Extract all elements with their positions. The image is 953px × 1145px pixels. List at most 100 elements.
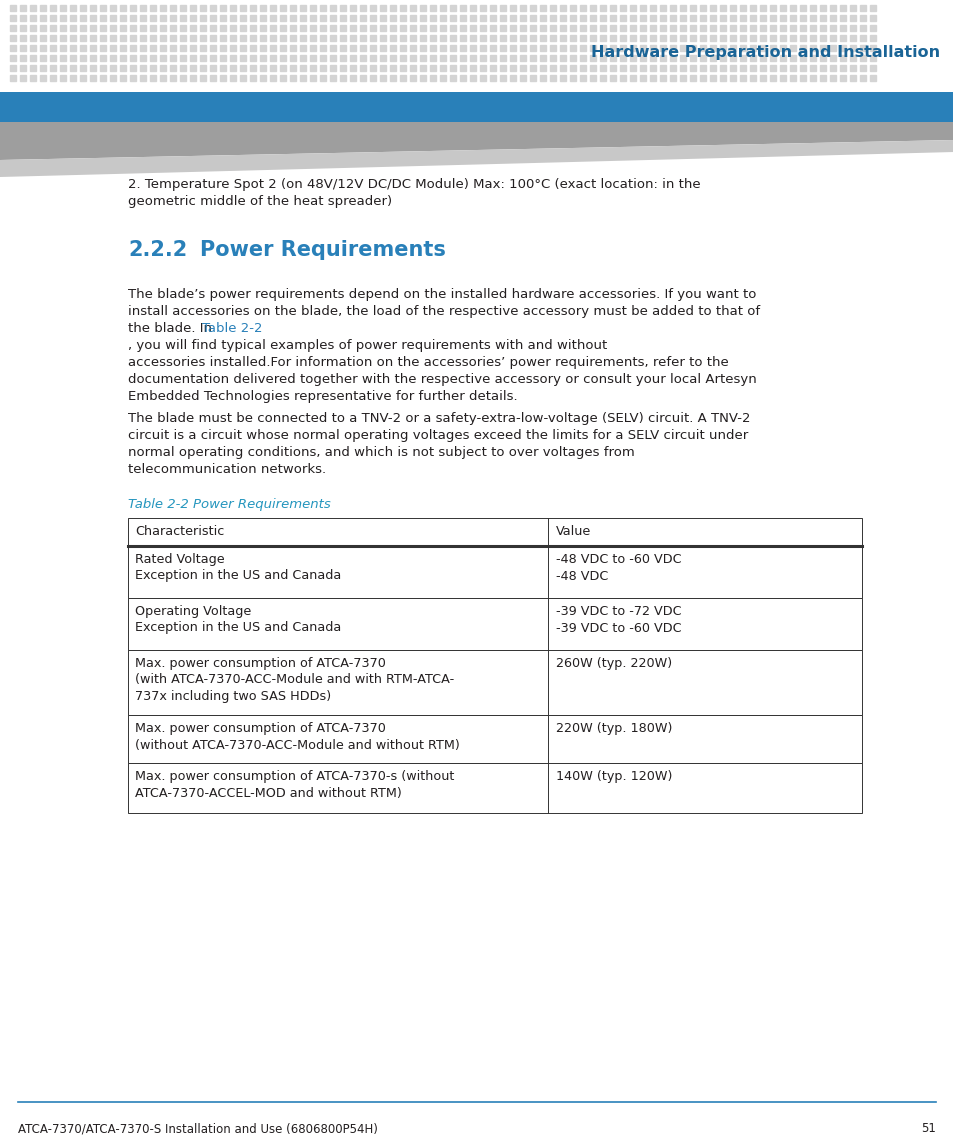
Bar (470, 76, 476, 81)
Bar (539, 5, 545, 11)
Bar (829, 15, 835, 21)
Bar (210, 65, 215, 71)
Bar (379, 5, 386, 11)
Bar (170, 55, 175, 61)
Bar (550, 65, 556, 71)
Bar (330, 55, 335, 61)
Bar (689, 45, 696, 52)
Bar (800, 55, 805, 61)
Bar (128, 714, 862, 763)
Bar (230, 76, 235, 81)
Bar (780, 25, 785, 31)
Bar (210, 55, 215, 61)
Bar (499, 25, 505, 31)
Bar (370, 35, 375, 41)
Bar (430, 45, 436, 52)
Bar (430, 25, 436, 31)
Bar (619, 25, 625, 31)
Bar (510, 55, 516, 61)
Bar (709, 65, 716, 71)
Bar (840, 35, 845, 41)
Bar (70, 65, 76, 71)
Bar (789, 35, 795, 41)
Bar (479, 65, 485, 71)
Bar (10, 25, 16, 31)
Bar (619, 5, 625, 11)
Bar (720, 55, 725, 61)
Bar (100, 45, 106, 52)
Bar (709, 5, 716, 11)
Bar (789, 55, 795, 61)
Bar (30, 35, 36, 41)
Bar (110, 5, 116, 11)
Bar (550, 15, 556, 21)
Bar (100, 76, 106, 81)
Bar (20, 35, 26, 41)
Bar (220, 76, 226, 81)
Bar (270, 55, 275, 61)
Bar (379, 15, 386, 21)
Bar (140, 5, 146, 11)
Text: The blade must be connected to a TNV-2 or a safety-extra-low-voltage (SELV) circ: The blade must be connected to a TNV-2 o… (128, 412, 750, 425)
Bar (869, 15, 875, 21)
Text: 140W (typ. 120W): 140W (typ. 120W) (556, 769, 672, 783)
Bar (410, 76, 416, 81)
Bar (649, 45, 656, 52)
Bar (539, 55, 545, 61)
Bar (559, 35, 565, 41)
Bar (260, 5, 266, 11)
Bar (150, 35, 156, 41)
Bar (30, 25, 36, 31)
Bar (90, 55, 96, 61)
Bar (439, 25, 446, 31)
Bar (140, 35, 146, 41)
Bar (190, 5, 195, 11)
Bar (250, 76, 255, 81)
Bar (849, 25, 855, 31)
Bar (629, 5, 636, 11)
Bar (379, 35, 386, 41)
Bar (250, 65, 255, 71)
Bar (479, 25, 485, 31)
Bar (359, 55, 366, 61)
Bar (250, 5, 255, 11)
Bar (130, 35, 136, 41)
Bar (60, 25, 66, 31)
Bar (450, 65, 456, 71)
Bar (60, 65, 66, 71)
Bar (260, 65, 266, 71)
Bar (809, 45, 815, 52)
Bar (679, 35, 685, 41)
Bar (579, 76, 585, 81)
Bar (859, 25, 865, 31)
Bar (490, 15, 496, 21)
Bar (720, 76, 725, 81)
Bar (339, 45, 346, 52)
Bar (60, 15, 66, 21)
Bar (760, 15, 765, 21)
Bar (240, 25, 246, 31)
Text: The blade’s power requirements depend on the installed hardware accessories. If : The blade’s power requirements depend on… (128, 289, 756, 301)
Bar (170, 15, 175, 21)
Bar (90, 35, 96, 41)
Bar (619, 15, 625, 21)
Bar (319, 15, 326, 21)
Bar (120, 65, 126, 71)
Bar (530, 76, 536, 81)
Bar (430, 15, 436, 21)
Bar (330, 76, 335, 81)
Bar (760, 55, 765, 61)
Bar (849, 65, 855, 71)
Bar (510, 15, 516, 21)
Bar (649, 55, 656, 61)
Bar (200, 55, 206, 61)
Bar (659, 15, 665, 21)
Bar (50, 45, 56, 52)
Bar (80, 5, 86, 11)
Bar (589, 65, 596, 71)
Bar (210, 25, 215, 31)
Bar (829, 35, 835, 41)
Bar (809, 65, 815, 71)
Bar (399, 35, 406, 41)
Bar (470, 55, 476, 61)
